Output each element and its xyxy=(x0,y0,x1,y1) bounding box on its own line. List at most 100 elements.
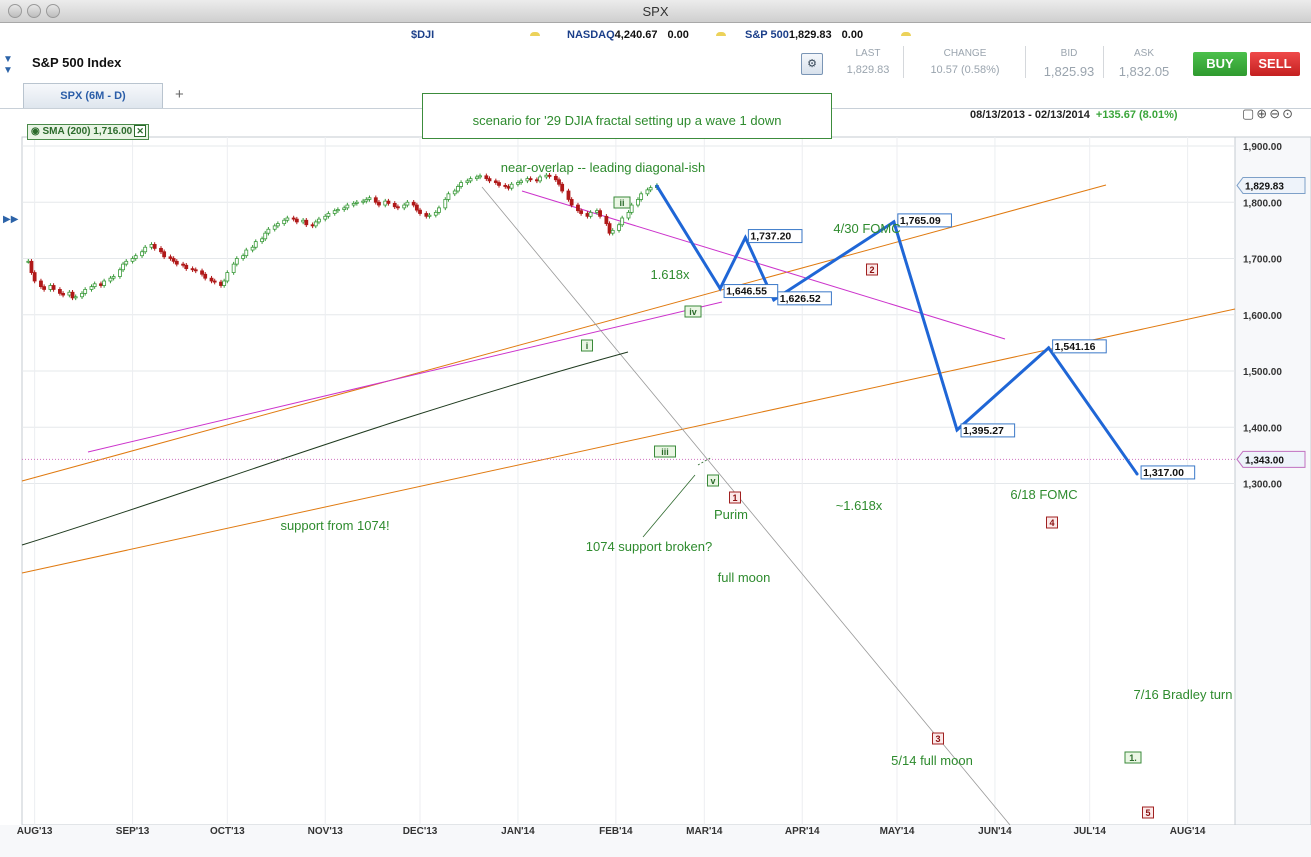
x-tick-label: JAN'14 xyxy=(501,826,535,837)
candle-body xyxy=(351,202,356,206)
fit-icon[interactable]: ▢ xyxy=(1242,106,1257,121)
divider xyxy=(1103,46,1104,78)
wave-marker-box xyxy=(613,196,631,209)
wave-marker-label: iii xyxy=(661,447,669,457)
candle-body xyxy=(272,225,277,230)
candle-body xyxy=(168,256,173,259)
zoom-in-icon[interactable]: ⊕ xyxy=(1256,106,1270,121)
candle-body xyxy=(544,174,549,178)
zoom-window-button[interactable] xyxy=(46,4,60,18)
wave-marker-box xyxy=(932,732,944,745)
candle-body xyxy=(383,200,388,206)
candle-body xyxy=(585,213,590,217)
candle-body xyxy=(484,175,489,180)
zoom-controls[interactable]: ▢⊕⊖⊙ xyxy=(1242,106,1295,122)
expand-panel-icon[interactable]: ▶▶ xyxy=(3,214,19,225)
candle-body xyxy=(588,211,593,217)
chart-settings-icon[interactable]: ⚙ xyxy=(801,53,823,75)
sma-indicator-tag[interactable]: ◉ SMA (200) 1,716.00 ✕ xyxy=(27,124,150,140)
chart-annotation: 1.618x xyxy=(650,267,690,282)
candle-body xyxy=(503,184,508,187)
lower-channel-line xyxy=(21,308,1236,574)
candle-body xyxy=(67,291,72,296)
projection-vertex xyxy=(892,220,896,224)
ticker-value: 4,240.67 xyxy=(614,29,658,41)
ticker-dji[interactable]: $DJI xyxy=(411,29,434,41)
ticker-symbol: $DJI xyxy=(411,29,435,41)
candle-body xyxy=(629,204,634,213)
candle-body xyxy=(607,223,612,234)
chart-annotation: 6/18 FOMC xyxy=(1010,487,1077,502)
wave-marker-label: v xyxy=(710,476,715,486)
zoom-reset-icon[interactable]: ⊙ xyxy=(1282,106,1296,121)
candle-body xyxy=(361,200,366,203)
zoom-out-icon[interactable]: ⊖ xyxy=(1269,106,1283,121)
candle-body xyxy=(260,238,264,243)
sell-button[interactable]: SELL xyxy=(1250,52,1300,76)
candle-body xyxy=(285,217,290,221)
candle-body xyxy=(620,217,625,226)
candle-body xyxy=(48,285,53,290)
tab-spx[interactable]: SPX (6M - D) xyxy=(23,83,163,108)
candle-body xyxy=(263,232,268,240)
candle-body xyxy=(250,246,255,251)
candle-body xyxy=(70,291,75,299)
minimize-window-button[interactable] xyxy=(27,4,41,18)
y-tick-label: 1,800.00 xyxy=(1243,198,1282,209)
expand-down-icon[interactable]: ▼ ▼ xyxy=(3,54,13,76)
y-axis-panel xyxy=(1234,136,1311,826)
ticker-nasdaq[interactable]: NASDAQ4,240.67 0.00 xyxy=(567,29,689,41)
add-tab-button[interactable]: + xyxy=(175,86,184,103)
close-icon[interactable]: ✕ xyxy=(134,125,147,137)
sma-label: SMA (200) 1,716.00 xyxy=(42,126,133,137)
wave-marker-box xyxy=(1142,806,1154,819)
candle-body xyxy=(566,190,571,200)
wave-marker-label: 5 xyxy=(1145,808,1150,818)
candle-body xyxy=(345,204,350,209)
candle-body xyxy=(219,281,223,286)
candle-body xyxy=(468,178,473,182)
price-label-box xyxy=(723,284,779,299)
candle-body xyxy=(569,199,574,206)
candle-body xyxy=(636,199,640,206)
candle-body xyxy=(598,210,602,217)
candle-body xyxy=(446,193,451,200)
ticker-sp500[interactable]: S&P 5001,829.83 0.00 xyxy=(745,29,863,41)
candle-body xyxy=(73,296,78,299)
candle-body xyxy=(209,277,214,282)
market-status-icon xyxy=(530,32,540,36)
candle-body xyxy=(392,202,397,208)
price-label-box xyxy=(1140,465,1196,480)
chart-annotation: Purim xyxy=(714,507,748,522)
chart-annotation: full moon xyxy=(718,570,771,585)
projection-vertex xyxy=(772,298,776,302)
candle-body xyxy=(478,175,482,178)
candle-body xyxy=(519,180,523,183)
chart-annotation: support from 1074! xyxy=(280,518,389,533)
price-label: 1,395.27 xyxy=(963,425,1004,437)
candle-body xyxy=(579,210,584,214)
sma200-line xyxy=(21,351,629,546)
candle-body xyxy=(418,209,422,214)
wave-marker-label: i xyxy=(586,341,589,351)
candle-body xyxy=(528,178,533,181)
radio-icon: ◉ xyxy=(31,126,40,137)
close-window-button[interactable] xyxy=(8,4,22,18)
projection-vertex xyxy=(1047,346,1051,350)
y-tick-label: 1,300.00 xyxy=(1243,480,1282,491)
candle-body xyxy=(645,189,650,195)
x-tick-label: MAY'14 xyxy=(880,826,915,837)
buy-button[interactable]: BUY xyxy=(1193,52,1247,76)
plot-area xyxy=(21,136,1236,826)
market-status-icon xyxy=(716,32,726,36)
candle-body xyxy=(367,197,372,200)
price-label: 1,541.16 xyxy=(1055,341,1096,353)
price-label: 1,737.20 xyxy=(750,231,791,243)
candle-body xyxy=(474,176,479,180)
candle-body xyxy=(83,289,88,294)
candle-body xyxy=(149,244,154,248)
candle-body xyxy=(465,180,470,183)
wave-marker-label: 1. xyxy=(1129,753,1137,763)
thin-trend-line xyxy=(481,186,1011,826)
